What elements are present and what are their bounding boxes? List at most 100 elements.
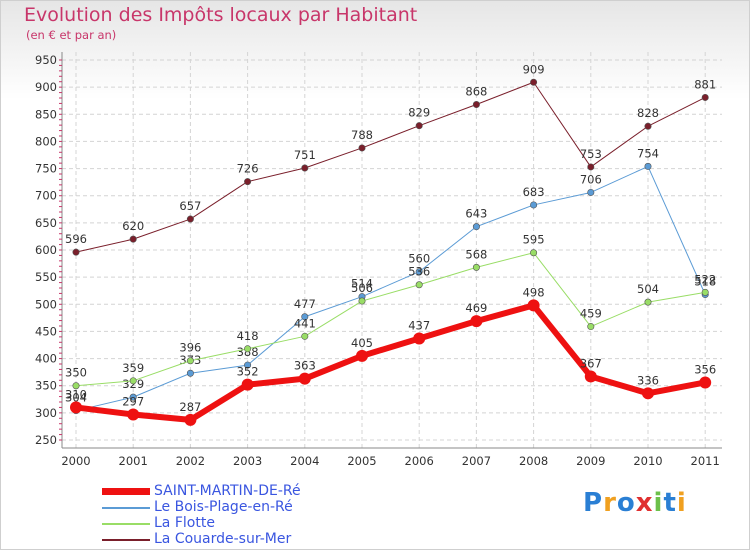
data-label-le-bois-plage-en-r-: 518: [694, 275, 716, 289]
data-label-saint-martin-de-r-: 363: [294, 359, 316, 373]
legend-label: La Flotte: [154, 515, 215, 531]
y-tick-label: 950: [35, 53, 57, 67]
data-label-saint-martin-de-r-: 352: [237, 365, 259, 379]
data-point-le-bois-plage-en-r-: [244, 361, 252, 369]
x-tick-label: 2002: [176, 454, 205, 468]
legend-swatch: [102, 523, 150, 525]
data-point-la-flotte: [186, 357, 194, 365]
x-tick-label: 2009: [576, 454, 605, 468]
logo-letter: r: [603, 488, 617, 518]
data-point-la-flotte: [244, 345, 252, 353]
y-tick-label: 600: [35, 243, 57, 257]
data-point-saint-martin-de-r-: [699, 376, 712, 389]
data-label-la-couarde-sur-mer: 881: [694, 77, 716, 91]
data-point-saint-martin-de-r-: [584, 370, 597, 383]
data-point-la-flotte: [415, 281, 423, 289]
data-point-la-flotte: [301, 332, 309, 340]
data-point-saint-martin-de-r-: [642, 387, 654, 400]
chart-subtitle: (en € et par an): [26, 28, 117, 42]
legend-label: Le Bois-Plage-en-Ré: [154, 499, 293, 515]
data-label-le-bois-plage-en-r-: 683: [523, 185, 545, 199]
data-label-la-couarde-sur-mer: 751: [294, 148, 316, 162]
y-tick-label: 450: [35, 324, 57, 338]
logo-letter: t: [663, 488, 677, 518]
data-label-le-bois-plage-en-r-: 514: [351, 277, 373, 291]
data-label-la-couarde-sur-mer: 868: [465, 85, 487, 99]
data-label-saint-martin-de-r-: 336: [637, 373, 659, 387]
proxiti-logo: Proxiti: [583, 488, 687, 518]
data-label-saint-martin-de-r-: 469: [465, 301, 487, 315]
data-label-la-flotte: 418: [237, 329, 259, 343]
y-tick-label: 400: [35, 352, 57, 366]
data-label-la-couarde-sur-mer: 828: [637, 106, 659, 120]
data-point-la-couarde-sur-mer: [415, 122, 423, 130]
data-point-la-flotte: [587, 323, 595, 331]
y-tick-label: 850: [35, 107, 57, 121]
x-tick-label: 2003: [233, 454, 262, 468]
legend-swatch: [102, 507, 150, 509]
data-label-saint-martin-de-r-: 498: [523, 285, 545, 299]
logo-letter: o: [616, 488, 636, 518]
data-point-le-bois-plage-en-r-: [129, 393, 137, 401]
data-label-la-flotte: 568: [465, 247, 487, 261]
data-point-saint-martin-de-r-: [470, 315, 483, 328]
x-tick-label: 2001: [119, 454, 148, 468]
data-label-le-bois-plage-en-r-: 304: [65, 391, 87, 405]
data-label-la-couarde-sur-mer: 909: [523, 62, 545, 76]
data-label-la-flotte: 396: [179, 341, 201, 355]
chart-title: Evolution des Impôts locaux par Habitant: [24, 4, 418, 26]
data-label-la-flotte: 536: [408, 265, 430, 279]
data-point-le-bois-plage-en-r-: [530, 201, 538, 209]
data-label-le-bois-plage-en-r-: 706: [580, 172, 602, 186]
y-tick-label: 650: [35, 216, 57, 230]
data-point-le-bois-plage-en-r-: [301, 313, 309, 321]
data-label-le-bois-plage-en-r-: 560: [408, 252, 430, 266]
data-label-saint-martin-de-r-: 356: [694, 362, 716, 376]
data-point-le-bois-plage-en-r-: [415, 268, 423, 276]
data-point-saint-martin-de-r-: [127, 408, 140, 421]
data-label-la-flotte: 359: [122, 361, 144, 375]
y-tick-label: 800: [35, 134, 57, 148]
data-label-saint-martin-de-r-: 437: [408, 318, 430, 332]
data-label-la-couarde-sur-mer: 753: [580, 147, 602, 161]
data-point-la-flotte: [644, 298, 652, 306]
data-point-la-couarde-sur-mer: [530, 78, 538, 86]
x-tick-label: 2010: [633, 454, 662, 468]
legend-swatch: [102, 539, 150, 541]
data-point-la-couarde-sur-mer: [701, 93, 709, 101]
data-point-saint-martin-de-r-: [241, 378, 254, 391]
legend-label: SAINT-MARTIN-DE-Ré: [154, 483, 301, 499]
data-label-saint-martin-de-r-: 297: [122, 394, 144, 408]
data-label-la-couarde-sur-mer: 829: [408, 106, 430, 120]
series-line-la-couarde-sur-mer: [75, 81, 706, 253]
logo-letter: i: [653, 488, 664, 518]
y-tick-label: 300: [35, 406, 57, 420]
data-label-le-bois-plage-en-r-: 754: [637, 146, 659, 160]
data-point-la-flotte: [701, 288, 709, 296]
data-label-la-flotte: 504: [637, 282, 659, 296]
series-line-le-bois-plage-en-r-: [75, 165, 706, 412]
data-point-la-couarde-sur-mer: [72, 248, 80, 256]
data-point-la-couarde-sur-mer: [129, 235, 137, 243]
y-tick-label: 550: [35, 270, 57, 284]
data-label-la-flotte: 459: [580, 307, 602, 321]
x-tick-label: 2007: [462, 454, 491, 468]
series-line-la-flotte: [75, 252, 706, 387]
data-point-saint-martin-de-r-: [298, 372, 311, 385]
data-point-la-couarde-sur-mer: [358, 144, 366, 152]
data-label-saint-martin-de-r-: 287: [179, 400, 201, 414]
logo-letter: i: [676, 488, 687, 518]
legend-label: La Couarde-sur-Mer: [154, 531, 292, 547]
data-label-la-flotte: 522: [694, 272, 716, 286]
x-tick-label: 2005: [347, 454, 376, 468]
x-tick-label: 2006: [405, 454, 434, 468]
data-label-le-bois-plage-en-r-: 477: [294, 297, 316, 311]
y-tick-label: 700: [35, 189, 57, 203]
data-label-saint-martin-de-r-: 310: [65, 387, 87, 401]
data-label-saint-martin-de-r-: 405: [351, 336, 373, 350]
data-point-le-bois-plage-en-r-: [472, 223, 480, 231]
data-label-la-flotte: 350: [65, 366, 87, 380]
x-tick-label: 2011: [691, 454, 720, 468]
